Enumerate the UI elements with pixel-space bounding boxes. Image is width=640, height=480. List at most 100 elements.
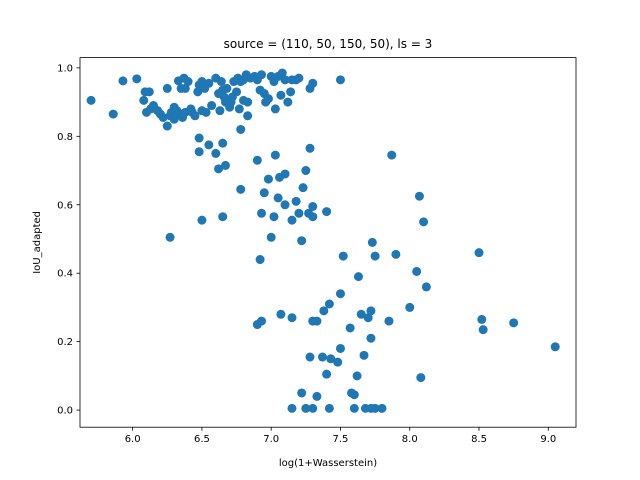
data-point	[356, 309, 366, 319]
data-point	[387, 150, 397, 160]
data-point	[252, 155, 262, 165]
data-point	[276, 309, 286, 319]
data-point	[308, 403, 318, 413]
data-point	[478, 325, 488, 335]
data-point	[319, 306, 329, 316]
y-axis-ticks: 0.0 0.2 0.4 0.6 0.8 1.0	[57, 63, 80, 417]
data-point	[211, 148, 221, 158]
data-point	[139, 95, 149, 105]
data-point	[286, 87, 296, 97]
data-point	[158, 112, 168, 122]
y-tick-label: 1.0	[57, 63, 73, 74]
data-point	[220, 160, 230, 170]
data-point	[414, 191, 424, 201]
data-point	[183, 77, 193, 87]
data-point	[280, 75, 290, 85]
x-tick-label: 7.0	[263, 434, 279, 445]
data-point	[333, 357, 343, 367]
data-point	[277, 68, 287, 78]
x-tick-label: 6.5	[194, 434, 210, 445]
data-point	[215, 106, 225, 116]
data-point	[132, 74, 142, 84]
y-tick-label: 0.4	[57, 269, 73, 280]
plot-frame	[79, 57, 577, 428]
data-point	[162, 121, 172, 131]
data-point	[297, 388, 307, 398]
data-point	[201, 107, 211, 117]
data-point	[477, 314, 487, 324]
data-point	[263, 94, 273, 104]
data-point	[305, 352, 315, 362]
data-point	[335, 343, 345, 353]
data-point	[370, 403, 380, 413]
chart-title: source = (110, 50, 150, 50), ls = 3	[224, 37, 433, 51]
data-point	[335, 289, 345, 299]
data-point	[377, 403, 387, 413]
data-point	[243, 97, 253, 107]
y-tick-label: 0.2	[57, 337, 73, 348]
data-point	[294, 208, 304, 218]
data-point	[416, 373, 426, 383]
data-point	[204, 78, 214, 88]
data-point	[308, 212, 318, 222]
y-tick-label: 0.0	[57, 406, 73, 417]
data-point	[308, 78, 318, 88]
x-tick-label: 6.0	[125, 434, 141, 445]
x-tick-label: 8.5	[471, 434, 487, 445]
data-point	[234, 104, 244, 114]
data-point	[193, 87, 203, 97]
data-point	[308, 201, 318, 211]
data-point	[419, 217, 429, 227]
data-point	[270, 150, 280, 160]
points-layer	[86, 68, 560, 413]
data-point	[312, 391, 322, 401]
data-point	[207, 101, 217, 111]
data-point	[255, 255, 265, 265]
data-point	[359, 350, 369, 360]
data-point	[370, 251, 380, 261]
data-point	[317, 352, 327, 362]
data-point	[162, 83, 172, 93]
data-point	[257, 316, 266, 326]
data-point	[298, 183, 308, 193]
data-point	[270, 104, 280, 114]
data-point	[352, 371, 362, 381]
data-point	[287, 403, 297, 413]
data-point	[144, 87, 154, 97]
data-point	[305, 143, 315, 153]
data-point	[291, 196, 301, 206]
data-point	[421, 282, 431, 292]
data-point	[257, 208, 266, 218]
data-point	[266, 232, 276, 242]
data-point	[243, 111, 253, 121]
data-point	[297, 236, 307, 246]
data-point	[391, 249, 401, 259]
data-point	[366, 306, 376, 316]
data-point	[257, 70, 266, 80]
data-point	[412, 266, 422, 276]
x-tick-label: 8.0	[402, 434, 418, 445]
y-tick-label: 0.8	[57, 132, 73, 143]
data-point	[405, 302, 415, 312]
data-point	[324, 299, 334, 309]
data-point	[276, 90, 286, 100]
data-point	[367, 237, 377, 247]
data-point	[118, 76, 128, 86]
data-point	[273, 193, 283, 203]
data-point	[326, 354, 336, 364]
data-point	[301, 403, 311, 413]
data-point	[322, 207, 332, 217]
x-axis-ticks: 6.0 6.5 7.0 7.5 8.0 8.5 9.0	[125, 427, 556, 445]
data-point	[363, 313, 373, 323]
x-tick-label: 7.5	[333, 434, 349, 445]
data-point	[287, 215, 297, 225]
data-point	[214, 164, 224, 174]
data-point	[335, 75, 345, 85]
data-point	[165, 232, 175, 242]
data-point	[301, 166, 311, 176]
data-point	[204, 140, 214, 150]
data-point	[218, 138, 228, 148]
data-point	[194, 133, 204, 143]
data-point	[194, 147, 204, 157]
